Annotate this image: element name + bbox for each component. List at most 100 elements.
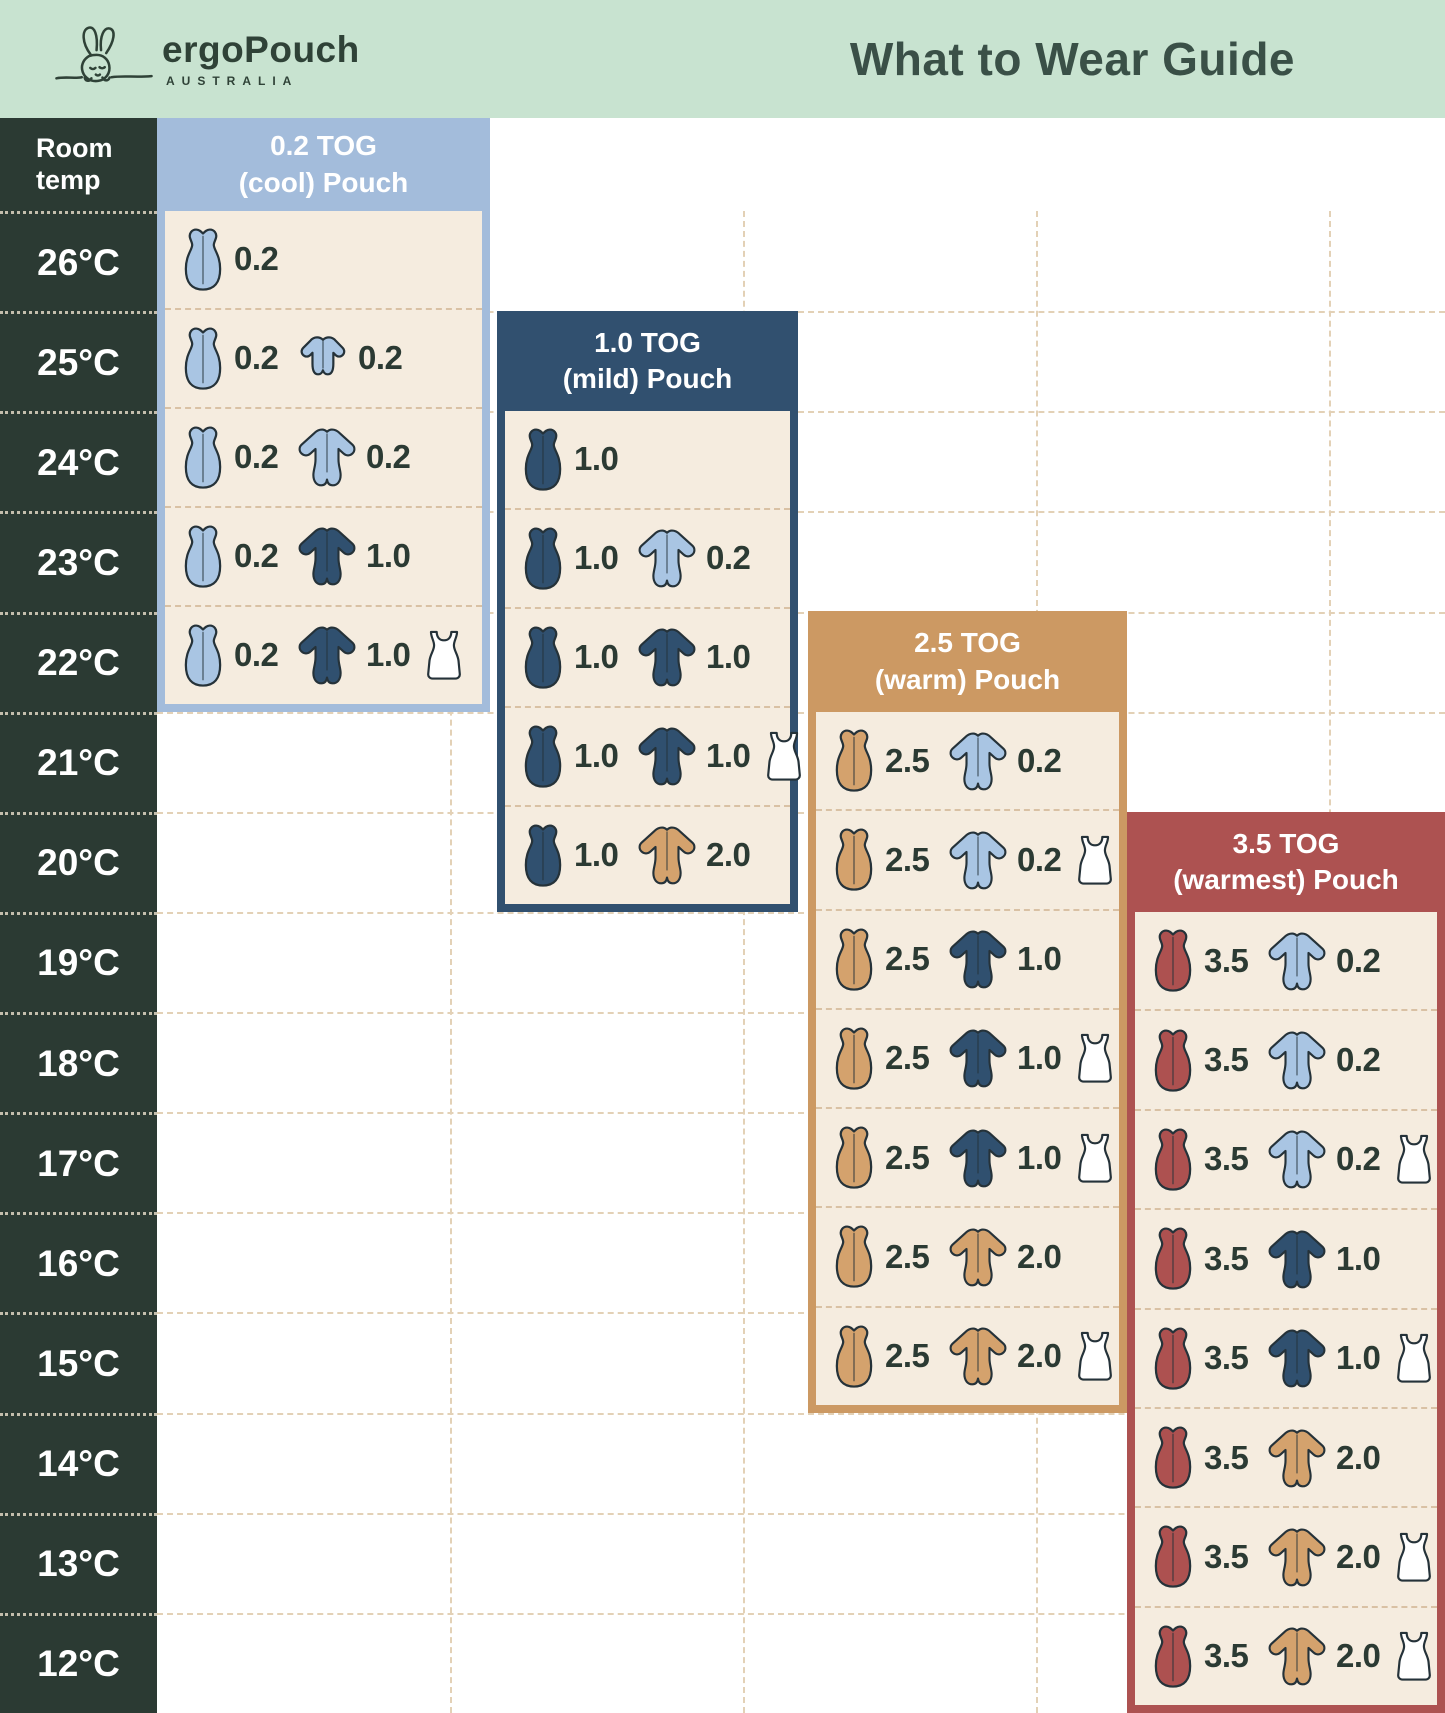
panel-row-21C: 1.0 1.0 xyxy=(505,705,801,805)
tog-value: 0.2 xyxy=(234,537,279,575)
sleeping-pouch-icon xyxy=(184,327,222,390)
tog-value: 1.0 xyxy=(574,440,619,478)
gridline-horizontal xyxy=(157,311,1445,313)
sleep-suit-icon xyxy=(1268,1627,1326,1686)
temp-label: 18°C xyxy=(0,1012,157,1112)
gridline-horizontal xyxy=(157,812,1445,814)
sleep-suit-icon xyxy=(1268,1031,1326,1090)
tog-value: 0.2 xyxy=(1336,1140,1381,1178)
panel-title-tog: 1.0 TOG xyxy=(594,326,701,358)
outfit-item: 0.2 xyxy=(295,334,409,383)
panel-title-descriptor: (cool) Pouch xyxy=(238,166,409,198)
outfit-item: 1.0 xyxy=(946,1126,1068,1190)
sleeping-pouch-icon xyxy=(524,527,562,590)
outfit-item: 3.5 xyxy=(1149,1127,1255,1192)
temp-label: 23°C xyxy=(0,511,157,611)
singlet-icon xyxy=(1078,835,1112,885)
singlet-icon xyxy=(1397,1632,1431,1682)
outfit-item: 2.0 xyxy=(1265,1525,1387,1589)
outfit-item: 1.0 xyxy=(295,524,417,588)
panel-body: 0.2 0.2 0.2 0.2 0.2 0.2 1.0 0.2 1.0 xyxy=(157,211,490,712)
sleep-suit-icon xyxy=(1268,1429,1326,1488)
outfit-item: 2.0 xyxy=(1265,1426,1387,1490)
tog-value: 3.5 xyxy=(1204,1637,1249,1675)
outfit-item xyxy=(1393,1133,1435,1185)
singlet-icon xyxy=(1397,1532,1431,1582)
temp-cells: 26°C 25°C 24°C 23°C 22°C 21°C 20°C 19°C 18°C 17°C… xyxy=(0,211,157,1713)
sleeping-pouch-icon xyxy=(184,228,222,291)
tog-value: 2.0 xyxy=(1336,1438,1381,1476)
room-temp-column: Room temp 26°C 25°C 24°C 23°C 22°C 21°C 20°C 19… xyxy=(0,118,157,1713)
sleep-suit-icon xyxy=(949,1327,1007,1386)
sleeping-pouch-icon xyxy=(1154,1327,1192,1390)
sleeping-pouch-icon xyxy=(184,525,222,588)
tog-value: 1.0 xyxy=(1336,1239,1381,1277)
outfit-item: 0.2 xyxy=(1265,1028,1387,1092)
tog-value: 0.2 xyxy=(1017,840,1062,878)
panel-row-13C: 3.5 2.0 xyxy=(1135,1506,1437,1605)
tog-value: 1.0 xyxy=(574,539,619,577)
outfit-item: 2.0 xyxy=(946,1225,1068,1289)
outfit-item xyxy=(1393,1332,1435,1384)
outfit-item: 1.0 xyxy=(1265,1326,1387,1390)
sleep-suit-icon xyxy=(298,626,356,685)
room-temp-header: Room temp xyxy=(36,133,113,195)
temp-label: 17°C xyxy=(0,1112,157,1212)
sleep-suit-icon xyxy=(949,1029,1007,1088)
tog-value: 1.0 xyxy=(1017,1039,1062,1077)
tog-value: 1.0 xyxy=(1017,940,1062,978)
tog-value: 3.5 xyxy=(1204,1140,1249,1178)
temp-label: 15°C xyxy=(0,1312,157,1412)
outfit-item: 1.0 xyxy=(519,427,625,492)
outfit-item xyxy=(1074,1032,1116,1084)
sleeping-pouch-icon xyxy=(835,828,873,892)
tog-value: 1.0 xyxy=(574,638,619,676)
tog-value: 2.5 xyxy=(885,940,930,978)
panel-row-15C: 3.5 1.0 xyxy=(1135,1307,1437,1407)
outfit-item: 0.2 xyxy=(946,828,1068,892)
sleeping-pouch-icon xyxy=(835,1325,873,1388)
panel-row-25C: 0.2 0.2 xyxy=(165,307,482,407)
panel-row-24C: 1.0 xyxy=(505,411,790,508)
gridline-horizontal xyxy=(157,912,1445,914)
tog-value: 0.2 xyxy=(234,339,279,377)
outfit-item: 1.0 xyxy=(519,526,625,591)
sleep-suit-icon xyxy=(638,628,696,687)
tog-value: 3.5 xyxy=(1204,1239,1249,1277)
sleep-suit-icon xyxy=(1268,1230,1326,1289)
outfit-item: 3.5 xyxy=(1149,1226,1255,1291)
tog-value: 1.0 xyxy=(1017,1138,1062,1176)
tog-value: 0.2 xyxy=(234,240,279,278)
tog-value: 1.0 xyxy=(574,836,619,874)
panel-row-19C: 2.5 1.0 xyxy=(816,908,1119,1008)
tog-value: 2.5 xyxy=(885,1238,930,1276)
outfit-item: 3.5 xyxy=(1149,1326,1255,1391)
outfit-item: 1.0 xyxy=(519,823,625,888)
singlet-icon xyxy=(1078,1332,1112,1381)
temp-label: 20°C xyxy=(0,811,157,912)
panel-title: 1.0 TOG (mild) Pouch xyxy=(497,311,798,411)
outfit-item: 2.5 xyxy=(830,1224,936,1289)
panel-row-21C: 2.5 0.2 xyxy=(816,712,1119,809)
tog-value: 1.0 xyxy=(574,737,619,775)
tog-value: 3.5 xyxy=(1204,1538,1249,1576)
tog-value: 2.0 xyxy=(1336,1637,1381,1675)
sleeping-pouch-icon xyxy=(524,824,562,887)
panel-row-20C: 1.0 2.0 xyxy=(505,804,790,904)
panel-row-22C: 0.2 1.0 xyxy=(165,604,482,704)
tog-value: 1.0 xyxy=(706,737,751,775)
outfit-item: 1.0 xyxy=(519,625,625,690)
panel-title-descriptor: (warmest) Pouch xyxy=(1173,864,1399,895)
gridline-horizontal xyxy=(157,1212,1445,1214)
outfit-item: 2.5 xyxy=(830,1026,936,1091)
outfit-item: 2.0 xyxy=(635,823,757,887)
outfit-item: 0.2 xyxy=(179,524,285,589)
outfit-item: 0.2 xyxy=(1265,1127,1387,1191)
panel-row-23C: 1.0 0.2 xyxy=(505,507,790,607)
tog-value: 0.2 xyxy=(1336,941,1381,979)
panel-body: 3.5 0.2 3.5 0.2 3.5 0.2 3.5 1.0 3.5 1.0 3.5 2.0 3.5 2… xyxy=(1127,912,1445,1713)
gridline-horizontal xyxy=(157,1413,1445,1415)
sleeping-pouch-icon xyxy=(1154,1426,1192,1489)
sleeping-pouch-icon xyxy=(1154,929,1192,992)
gridline-vertical xyxy=(743,211,745,1713)
